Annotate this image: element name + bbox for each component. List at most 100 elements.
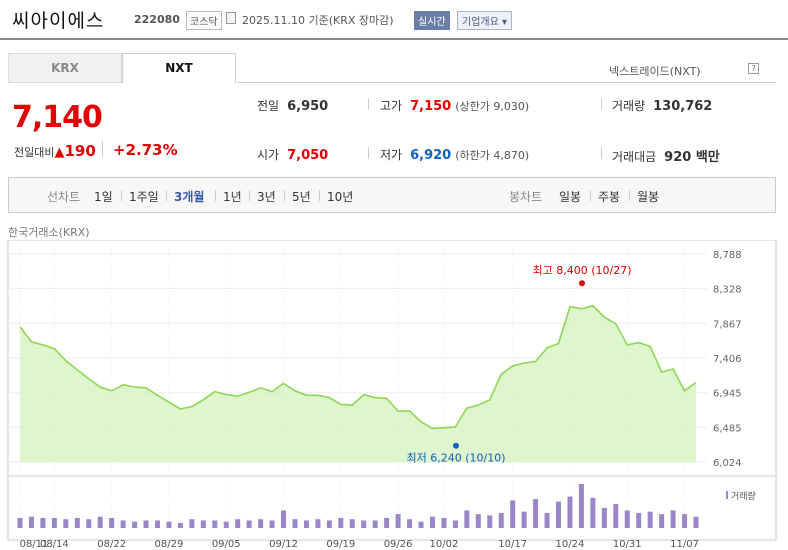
x-tick-label: 11/07 bbox=[670, 539, 699, 550]
help-icon[interactable]: ? bbox=[748, 63, 759, 74]
period-1y[interactable]: 1년 bbox=[223, 190, 242, 204]
stock-code: 222080 bbox=[134, 13, 180, 26]
volume-bar bbox=[97, 516, 103, 528]
x-tick-label: 08/22 bbox=[97, 539, 126, 550]
x-tick-label: 10/24 bbox=[556, 539, 585, 550]
volume-bar bbox=[292, 519, 298, 528]
volume-bar bbox=[235, 519, 241, 528]
volume-bar bbox=[269, 520, 275, 528]
volume-bar bbox=[682, 514, 688, 528]
volume-bar bbox=[212, 520, 218, 528]
x-tick-label: 10/17 bbox=[498, 539, 527, 550]
volume-bar bbox=[143, 520, 149, 528]
volume-bar bbox=[132, 521, 138, 528]
volume-bar bbox=[578, 484, 584, 528]
divider bbox=[102, 141, 103, 157]
tab-krx[interactable]: KRX bbox=[8, 53, 122, 83]
volume-bar bbox=[40, 517, 46, 528]
min-label: 최저 6,240 (10/10) bbox=[406, 452, 505, 465]
chart-source: 한국거래소(KRX) bbox=[8, 226, 90, 239]
candle-monthly[interactable]: 월봉 bbox=[637, 190, 660, 204]
volume-bar bbox=[17, 517, 23, 528]
volume-bar bbox=[693, 516, 699, 528]
x-tick-label: 08/14 bbox=[40, 539, 69, 550]
volume-bar bbox=[475, 514, 481, 528]
volume-bar bbox=[464, 510, 470, 528]
volume-bar bbox=[487, 515, 493, 528]
max-label: 최고 8,400 (10/27) bbox=[532, 264, 631, 277]
volume-bar bbox=[556, 501, 562, 528]
volume-bar bbox=[166, 521, 172, 528]
x-tick-label: 09/26 bbox=[384, 539, 413, 550]
company-info-dropdown[interactable]: 기업개요 ▾ bbox=[457, 11, 512, 30]
x-tick-label: 10/02 bbox=[430, 539, 459, 550]
volume-bar bbox=[601, 507, 607, 528]
volume-bar bbox=[189, 519, 195, 528]
x-tick-label: 08/29 bbox=[155, 539, 184, 550]
volume-bar bbox=[590, 497, 596, 528]
period-10y[interactable]: 10년 bbox=[327, 190, 354, 204]
volume-bar bbox=[223, 521, 229, 528]
y-tick-label: 6,485 bbox=[713, 423, 742, 434]
tab-nxt[interactable]: NXT bbox=[122, 53, 236, 83]
period-selector: 선차트 1일 1주일 3개월 1년 3년 5년 10년 봉차트 일봉 주봉 월봉 bbox=[8, 177, 776, 213]
volume-bar bbox=[407, 519, 413, 528]
y-tick-label: 6,945 bbox=[713, 389, 742, 400]
prev-close: 전일 6,950 bbox=[257, 99, 329, 114]
candle-chart-label: 봉차트 bbox=[509, 190, 543, 204]
volume-bar bbox=[349, 519, 355, 528]
candle-weekly[interactable]: 주봉 bbox=[598, 190, 621, 204]
volume-bar bbox=[384, 517, 390, 528]
volume-bar bbox=[258, 519, 264, 528]
volume-bar bbox=[51, 517, 57, 528]
volume-bar bbox=[567, 496, 573, 528]
nxt-label: 넥스트레이드(NXT) bbox=[609, 65, 701, 78]
price-area bbox=[20, 305, 696, 462]
volume: 거래량 130,762 bbox=[612, 99, 713, 114]
price-change: 전일대비▲190 bbox=[14, 142, 96, 160]
volume-bar bbox=[429, 516, 435, 528]
volume-bar bbox=[613, 504, 619, 528]
volume-bar bbox=[154, 520, 160, 528]
volume-bar bbox=[647, 511, 653, 528]
volume-bar bbox=[659, 514, 665, 528]
volume-bar bbox=[533, 499, 539, 528]
y-tick-label: 6,024 bbox=[713, 458, 742, 469]
price-chart[interactable]: 8,788 8,328 7,867 7,406 6,945 6,485 6,024 최고 8,… bbox=[0, 240, 788, 550]
candle-daily[interactable]: 일봉 bbox=[559, 190, 582, 204]
y-tick-label: 7,406 bbox=[713, 354, 742, 365]
y-tick-label: 8,328 bbox=[713, 285, 742, 296]
open-price: 시가 7,050 bbox=[257, 148, 329, 163]
exchange-tabs: KRX NXT bbox=[8, 53, 237, 83]
volume-bar bbox=[510, 500, 516, 528]
change-percent: +2.73% bbox=[113, 141, 178, 159]
trade-amount: 거래대금 920 백만 bbox=[612, 150, 720, 165]
volume-bar bbox=[544, 512, 550, 528]
volume-bar bbox=[521, 511, 527, 528]
volume-bar bbox=[395, 514, 401, 528]
period-3y[interactable]: 3년 bbox=[257, 190, 276, 204]
volume-bar bbox=[441, 517, 447, 528]
volume-bar bbox=[63, 519, 69, 528]
y-tick-label: 8,788 bbox=[713, 250, 742, 261]
document-icon[interactable] bbox=[226, 12, 236, 24]
period-3m[interactable]: 3개월 bbox=[174, 190, 205, 204]
period-1d[interactable]: 1일 bbox=[94, 190, 113, 204]
volume-bar bbox=[303, 520, 309, 528]
period-5y[interactable]: 5년 bbox=[292, 190, 311, 204]
period-1w[interactable]: 1주일 bbox=[129, 190, 159, 204]
volume-bar bbox=[177, 522, 183, 528]
current-price: 7,140 bbox=[12, 100, 103, 135]
min-point bbox=[453, 442, 459, 449]
volume-bar bbox=[670, 510, 676, 528]
volume-bar bbox=[28, 516, 34, 528]
y-tick-label: 7,867 bbox=[713, 319, 742, 330]
low-price: 저가 6,920 (하한가 4,870) bbox=[380, 148, 530, 163]
change-label: 전일대비 bbox=[14, 146, 55, 159]
volume-legend-swatch bbox=[726, 491, 728, 499]
volume-bar bbox=[624, 510, 630, 528]
volume-bar bbox=[109, 517, 115, 528]
realtime-button[interactable]: 실시간 bbox=[414, 11, 450, 30]
up-arrow-icon: ▲ bbox=[54, 145, 65, 160]
volume-bar bbox=[120, 520, 126, 528]
